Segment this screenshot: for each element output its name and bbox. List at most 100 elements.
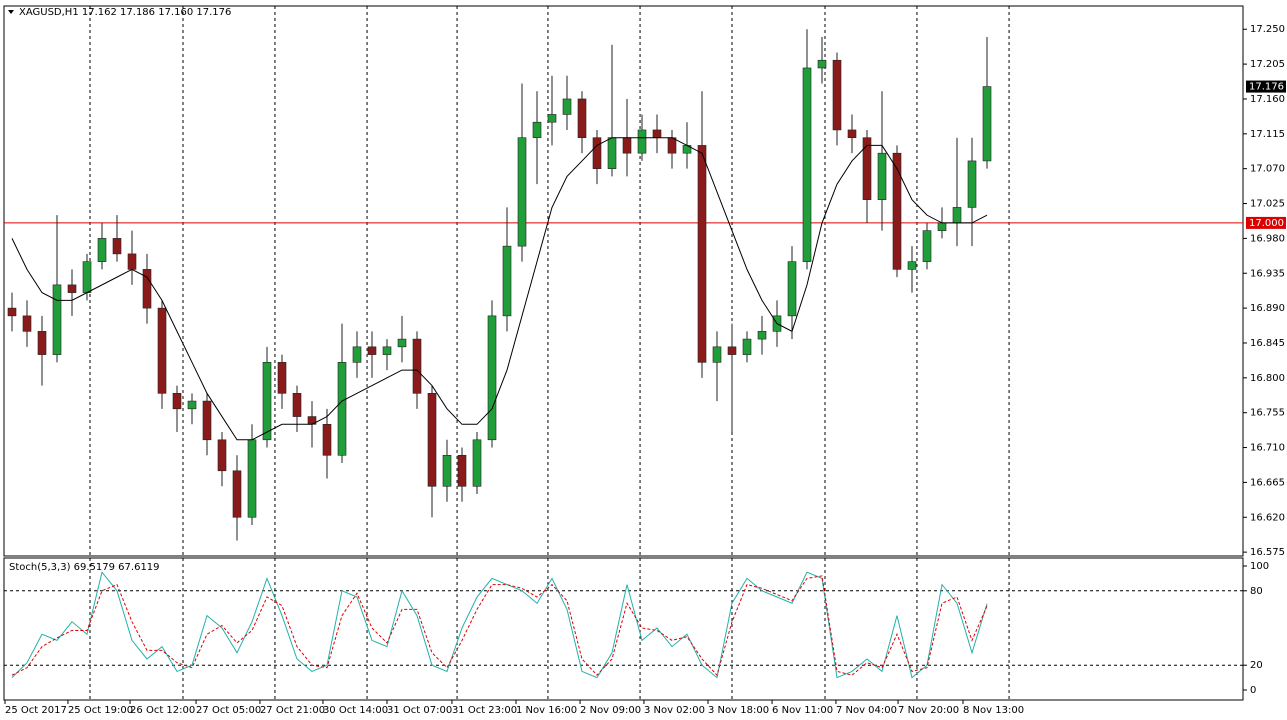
candle-body (97, 238, 107, 262)
candle-body (202, 400, 212, 441)
candle-body (22, 315, 32, 332)
y-tick-label: 16.620 (1250, 512, 1285, 523)
candle-body (142, 269, 152, 309)
candle-body (277, 362, 287, 394)
candle-body (757, 331, 767, 340)
y-tick-label: 17.070 (1250, 164, 1285, 175)
x-tick-label: 30 Oct 14:00 (323, 705, 388, 716)
candle-body (577, 98, 587, 138)
y-tick-label: 0 (1250, 685, 1256, 696)
candle-body (382, 346, 392, 355)
candle-body (862, 137, 872, 200)
y-tick-label: 16.575 (1250, 547, 1285, 558)
y-tick-label: 17.115 (1250, 129, 1285, 140)
candle-body (352, 346, 362, 363)
candle-body (697, 145, 707, 363)
x-tick-label: 3 Nov 02:00 (644, 705, 705, 716)
candle-body (937, 222, 947, 231)
candle-body (442, 454, 452, 487)
moving-average (11, 137, 988, 441)
y-tick-label: 17.205 (1250, 59, 1285, 70)
price-line-box (1246, 216, 1286, 229)
candle-body (457, 454, 467, 487)
x-tick-label: 7 Nov 04:00 (836, 705, 897, 716)
price-line-label: 17.000 (1249, 218, 1284, 229)
y-tick-label: 17.160 (1250, 94, 1285, 105)
candle-body (607, 137, 617, 169)
x-tick-label: 27 Oct 21:00 (260, 705, 325, 716)
candle-body (487, 315, 497, 441)
stoch-title: Stoch(5,3,3) 69.5179 67.6119 (9, 562, 160, 573)
candle-body (802, 67, 812, 262)
candle-body (892, 152, 902, 270)
x-tick-label: 6 Nov 11:00 (772, 705, 833, 716)
last-price-label: 17.176 (1249, 82, 1284, 93)
candle-body (652, 129, 662, 138)
y-tick-label: 20 (1250, 660, 1263, 671)
candle-body (247, 439, 257, 518)
candle-body (922, 230, 932, 262)
candle-body (472, 439, 482, 487)
candle-body (397, 338, 407, 348)
stoch-pane (3, 557, 1244, 701)
candle-body (592, 137, 602, 169)
candle-body (847, 129, 857, 138)
candle-body (502, 245, 512, 317)
y-tick-label: 16.710 (1250, 443, 1285, 454)
candle-body (727, 346, 737, 355)
candle-body (67, 284, 77, 293)
candle-body (37, 331, 47, 355)
candle-body (172, 393, 182, 410)
x-tick-label: 25 Oct 19:00 (68, 705, 133, 716)
candle-body (637, 129, 647, 154)
candle-body (127, 253, 137, 270)
chart-title: XAGUSD,H1 17.162 17.186 17.160 17.176 (19, 7, 231, 18)
y-tick-label: 16.890 (1250, 303, 1285, 314)
candle-body (187, 400, 197, 410)
candle-body (832, 59, 842, 131)
x-tick-label: 25 Oct 2017 (5, 705, 67, 716)
candle-body (712, 346, 722, 363)
candle-body (112, 238, 122, 255)
candle-body (907, 261, 917, 270)
candle-body (742, 338, 752, 355)
y-tick-label: 16.755 (1250, 408, 1285, 419)
y-tick-label: 100 (1250, 561, 1269, 572)
menu-arrow[interactable] (8, 10, 14, 14)
x-tick-label: 31 Oct 23:00 (452, 705, 517, 716)
candle-body (82, 261, 92, 293)
candle-body (622, 137, 632, 154)
y-tick-label: 16.845 (1250, 338, 1285, 349)
candle-body (787, 261, 797, 317)
candle-body (412, 338, 422, 394)
x-tick-label: 8 Nov 13:00 (963, 705, 1024, 716)
main-pane (3, 5, 1244, 557)
candle-body (982, 86, 992, 162)
candle-body (262, 362, 272, 441)
y-tick-label: 16.935 (1250, 268, 1285, 279)
candle-body (967, 160, 977, 208)
candle-body (337, 362, 347, 456)
stoch-line (11, 575, 988, 677)
candle-body (292, 393, 302, 417)
candle-body (667, 137, 677, 154)
y-tick-label: 16.980 (1250, 233, 1285, 244)
candle-body (532, 121, 542, 138)
x-tick-label: 1 Nov 16:00 (516, 705, 577, 716)
candle-body (562, 98, 572, 115)
y-tick-label: 80 (1250, 586, 1263, 597)
x-tick-label: 7 Nov 20:00 (898, 705, 959, 716)
candle-body (547, 114, 557, 123)
x-tick-label: 3 Nov 18:00 (708, 705, 769, 716)
y-tick-label: 16.665 (1250, 477, 1285, 488)
candle-body (877, 152, 887, 200)
last-price-box (1246, 80, 1286, 93)
candle-body (952, 207, 962, 224)
candle-body (157, 307, 167, 394)
x-tick-label: 26 Oct 12:00 (130, 705, 195, 716)
candle-body (232, 470, 242, 518)
y-tick-label: 17.025 (1250, 199, 1285, 210)
candle-body (427, 393, 437, 487)
candle-body (817, 59, 827, 69)
